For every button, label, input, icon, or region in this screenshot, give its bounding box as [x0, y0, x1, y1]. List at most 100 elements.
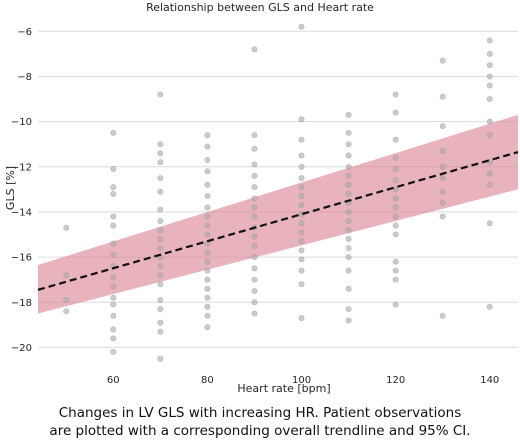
data-point	[298, 267, 305, 274]
chart-title: Relationship between GLS and Heart rate	[146, 1, 374, 14]
data-point	[63, 308, 70, 315]
y-tick-label: −18	[11, 298, 32, 309]
data-point	[345, 285, 352, 292]
data-point	[110, 274, 117, 281]
ci-band	[38, 114, 518, 314]
data-point	[345, 245, 352, 252]
trendline-layer	[37, 151, 519, 291]
data-point	[392, 154, 399, 161]
tick-labels: −20 −18 −16 −14 −12 −10 −8 −6 60 80 100 120 140	[11, 27, 499, 386]
data-point	[204, 294, 211, 301]
data-point	[110, 240, 117, 247]
data-point	[157, 141, 164, 148]
data-point	[345, 267, 352, 274]
data-point	[345, 190, 352, 197]
data-point	[204, 143, 211, 150]
data-point	[345, 163, 352, 170]
data-point	[251, 145, 258, 152]
data-point	[204, 231, 211, 238]
data-point	[486, 50, 493, 57]
data-point	[157, 206, 164, 213]
data-point	[204, 204, 211, 211]
data-point	[486, 82, 493, 89]
data-point	[392, 186, 399, 193]
data-point	[204, 258, 211, 265]
data-point	[298, 229, 305, 236]
data-point	[486, 118, 493, 125]
data-point	[110, 213, 117, 220]
data-point	[204, 132, 211, 139]
data-point	[110, 166, 117, 173]
data-point	[439, 199, 446, 206]
data-point	[392, 136, 399, 143]
y-tick-label: −6	[17, 27, 32, 38]
data-point	[251, 132, 258, 139]
data-point	[204, 312, 211, 319]
data-point	[157, 263, 164, 270]
data-point	[486, 170, 493, 177]
data-point	[298, 184, 305, 191]
gls-heart-rate-chart: Relationship between GLS and Heart rate …	[4, 1, 519, 395]
data-point	[439, 175, 446, 182]
data-point	[157, 319, 164, 326]
data-point	[251, 204, 258, 211]
trendline	[37, 151, 519, 291]
data-point	[157, 217, 164, 224]
data-point	[345, 306, 352, 313]
data-point	[157, 296, 164, 303]
y-tick-label: −14	[11, 207, 32, 218]
data-point	[345, 227, 352, 234]
data-point	[298, 175, 305, 182]
data-point	[157, 281, 164, 288]
data-point	[298, 247, 305, 254]
data-point	[157, 159, 164, 166]
data-point	[157, 91, 164, 98]
data-point	[157, 188, 164, 195]
data-point	[345, 152, 352, 159]
data-point	[110, 222, 117, 229]
data-point	[204, 303, 211, 310]
data-point	[392, 213, 399, 220]
data-point	[298, 163, 305, 170]
data-point	[486, 96, 493, 103]
data-point	[345, 208, 352, 215]
data-point	[157, 175, 164, 182]
data-point	[204, 157, 211, 164]
data-point	[110, 312, 117, 319]
data-point	[345, 141, 352, 148]
data-point	[251, 161, 258, 168]
data-point	[157, 245, 164, 252]
data-point	[298, 152, 305, 159]
caption-line-1: Changes in LV GLS with increasing HR. Pa…	[58, 405, 462, 421]
data-point	[298, 202, 305, 209]
data-point	[439, 123, 446, 130]
scatter-points	[63, 23, 493, 362]
data-point	[439, 188, 446, 195]
data-point	[157, 227, 164, 234]
data-point	[251, 195, 258, 202]
x-tick-label: 60	[107, 375, 120, 386]
data-point	[251, 233, 258, 240]
y-axis-label: GLS [%]	[4, 166, 17, 210]
y-tick-label: −16	[11, 253, 32, 264]
data-point	[345, 111, 352, 118]
data-point	[298, 116, 305, 123]
data-point	[204, 285, 211, 292]
data-point	[345, 129, 352, 136]
data-point	[439, 93, 446, 100]
data-point	[439, 312, 446, 319]
data-point	[439, 213, 446, 220]
data-point	[439, 147, 446, 154]
data-point	[251, 254, 258, 261]
x-tick-label: 100	[292, 375, 311, 386]
data-point	[157, 328, 164, 335]
data-point	[298, 220, 305, 227]
data-point	[486, 37, 493, 44]
data-point	[392, 91, 399, 98]
data-point	[204, 222, 211, 229]
data-point	[251, 310, 258, 317]
data-point	[251, 184, 258, 191]
data-point	[204, 249, 211, 256]
data-point	[392, 109, 399, 116]
data-point	[345, 181, 352, 188]
